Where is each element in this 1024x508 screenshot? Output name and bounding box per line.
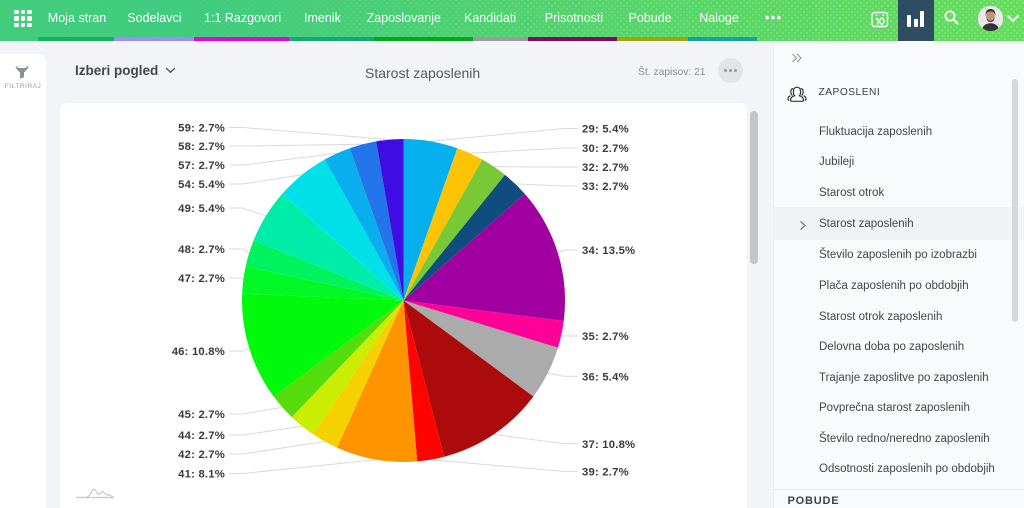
svg-text:36: 5.4%: 36: 5.4% bbox=[582, 371, 629, 383]
svg-text:57: 2.7%: 57: 2.7% bbox=[178, 160, 225, 172]
svg-text:54: 5.4%: 54: 5.4% bbox=[178, 179, 225, 191]
svg-text:48: 2.7%: 48: 2.7% bbox=[178, 244, 225, 256]
svg-text:39: 2.7%: 39: 2.7% bbox=[582, 466, 629, 478]
svg-text:45: 2.7%: 45: 2.7% bbox=[178, 409, 225, 421]
svg-text:37: 10.8%: 37: 10.8% bbox=[582, 439, 635, 451]
svg-text:41: 8.1%: 41: 8.1% bbox=[178, 469, 225, 481]
svg-text:34: 13.5%: 34: 13.5% bbox=[582, 245, 635, 257]
svg-text:33: 2.7%: 33: 2.7% bbox=[582, 181, 629, 193]
svg-text:30: 2.7%: 30: 2.7% bbox=[582, 143, 629, 155]
svg-text:58: 2.7%: 58: 2.7% bbox=[178, 141, 225, 153]
svg-text:46: 10.8%: 46: 10.8% bbox=[172, 346, 225, 358]
svg-text:32: 2.7%: 32: 2.7% bbox=[582, 162, 629, 174]
svg-text:47: 2.7%: 47: 2.7% bbox=[178, 273, 225, 285]
svg-text:29: 5.4%: 29: 5.4% bbox=[582, 124, 629, 136]
svg-text:42: 2.7%: 42: 2.7% bbox=[178, 449, 225, 461]
svg-text:44: 2.7%: 44: 2.7% bbox=[178, 430, 225, 442]
svg-text:59: 2.7%: 59: 2.7% bbox=[178, 123, 225, 135]
svg-text:49: 5.4%: 49: 5.4% bbox=[178, 203, 225, 215]
svg-text:35: 2.7%: 35: 2.7% bbox=[582, 331, 629, 343]
